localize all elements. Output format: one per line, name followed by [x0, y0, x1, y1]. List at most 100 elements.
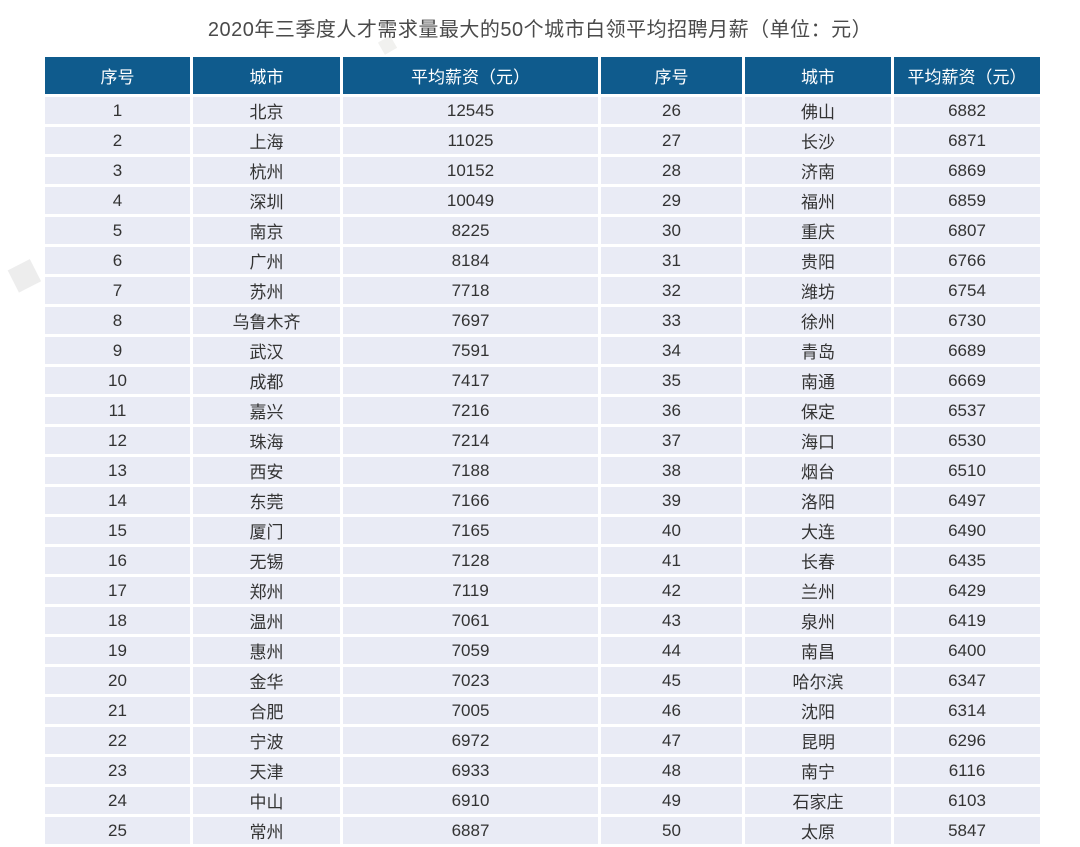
table-row: 18 温州 7061 43 泉州 6419: [45, 607, 1040, 634]
rank-cell-left: 5: [45, 217, 190, 244]
city-cell-left: 郑州: [193, 577, 340, 604]
rank-cell-right: 39: [601, 487, 742, 514]
salary-cell-left: 7697: [343, 307, 598, 334]
rank-cell-left: 11: [45, 397, 190, 424]
city-cell-right: 石家庄: [745, 787, 891, 814]
table-row: 4 深圳 10049 29 福州 6859: [45, 187, 1040, 214]
rank-cell-left: 18: [45, 607, 190, 634]
table-row: 8 乌鲁木齐 7697 33 徐州 6730: [45, 307, 1040, 334]
city-cell-right: 重庆: [745, 217, 891, 244]
city-cell-right: 洛阳: [745, 487, 891, 514]
city-cell-left: 嘉兴: [193, 397, 340, 424]
salary-cell-right: 6669: [894, 367, 1040, 394]
salary-cell-right: 6435: [894, 547, 1040, 574]
city-cell-left: 惠州: [193, 637, 340, 664]
table-row: 9 武汉 7591 34 青岛 6689: [45, 337, 1040, 364]
salary-cell-right: 6754: [894, 277, 1040, 304]
page-title: 2020年三季度人才需求量最大的50个城市白领平均招聘月薪（单位：元）: [207, 19, 873, 41]
city-cell-right: 昆明: [745, 727, 891, 754]
salary-cell-right: 6530: [894, 427, 1040, 454]
city-cell-left: 珠海: [193, 427, 340, 454]
city-cell-right: 长春: [745, 547, 891, 574]
table-row: 1 北京 12545 26 佛山 6882: [45, 97, 1040, 124]
salary-cell-left: 6887: [343, 817, 598, 844]
rank-cell-right: 28: [601, 157, 742, 184]
salary-cell-left: 6933: [343, 757, 598, 784]
city-cell-left: 上海: [193, 127, 340, 154]
city-cell-right: 泉州: [745, 607, 891, 634]
rank-cell-right: 30: [601, 217, 742, 244]
table-row: 5 南京 8225 30 重庆 6807: [45, 217, 1040, 244]
salary-cell-left: 7005: [343, 697, 598, 724]
table-row: 23 天津 6933 48 南宁 6116: [45, 757, 1040, 784]
city-cell-left: 合肥: [193, 697, 340, 724]
city-cell-right: 南昌: [745, 637, 891, 664]
salary-cell-left: 7216: [343, 397, 598, 424]
rank-cell-right: 27: [601, 127, 742, 154]
table-row: 11 嘉兴 7216 36 保定 6537: [45, 397, 1040, 424]
rank-cell-left: 24: [45, 787, 190, 814]
table-row: 3 杭州 10152 28 济南 6869: [45, 157, 1040, 184]
rank-cell-right: 44: [601, 637, 742, 664]
city-cell-right: 兰州: [745, 577, 891, 604]
salary-cell-right: 6314: [894, 697, 1040, 724]
salary-cell-right: 6807: [894, 217, 1040, 244]
rank-cell-left: 1: [45, 97, 190, 124]
salary-cell-right: 6419: [894, 607, 1040, 634]
column-header-city-right: 城市: [745, 57, 891, 94]
rank-cell-right: 31: [601, 247, 742, 274]
table-row: 15 厦门 7165 40 大连 6490: [45, 517, 1040, 544]
rank-cell-right: 37: [601, 427, 742, 454]
salary-cell-right: 6103: [894, 787, 1040, 814]
city-cell-right: 大连: [745, 517, 891, 544]
city-cell-left: 乌鲁木齐: [193, 307, 340, 334]
column-header-rank-left: 序号: [45, 57, 190, 94]
rank-cell-right: 33: [601, 307, 742, 334]
city-cell-left: 广州: [193, 247, 340, 274]
salary-cell-left: 7119: [343, 577, 598, 604]
city-cell-right: 贵阳: [745, 247, 891, 274]
table-row: 20 金华 7023 45 哈尔滨 6347: [45, 667, 1040, 694]
city-cell-left: 天津: [193, 757, 340, 784]
salary-cell-right: 6537: [894, 397, 1040, 424]
city-cell-left: 成都: [193, 367, 340, 394]
city-cell-left: 东莞: [193, 487, 340, 514]
rank-cell-left: 19: [45, 637, 190, 664]
salary-cell-left: 12545: [343, 97, 598, 124]
header-row: 序号 城市 平均薪资（元） 序号 城市 平均薪资（元）: [45, 57, 1040, 94]
city-cell-right: 南宁: [745, 757, 891, 784]
rank-cell-right: 48: [601, 757, 742, 784]
city-cell-left: 常州: [193, 817, 340, 844]
salary-cell-right: 6400: [894, 637, 1040, 664]
rank-cell-right: 40: [601, 517, 742, 544]
salary-cell-left: 10049: [343, 187, 598, 214]
column-header-rank-right: 序号: [601, 57, 742, 94]
salary-cell-right: 6871: [894, 127, 1040, 154]
salary-cell-left: 7059: [343, 637, 598, 664]
table-row: 21 合肥 7005 46 沈阳 6314: [45, 697, 1040, 724]
salary-cell-left: 7023: [343, 667, 598, 694]
table-row: 22 宁波 6972 47 昆明 6296: [45, 727, 1040, 754]
rank-cell-right: 50: [601, 817, 742, 844]
rank-cell-left: 6: [45, 247, 190, 274]
city-cell-right: 徐州: [745, 307, 891, 334]
rank-cell-right: 26: [601, 97, 742, 124]
city-cell-right: 保定: [745, 397, 891, 424]
salary-cell-left: 7128: [343, 547, 598, 574]
salary-cell-left: 7591: [343, 337, 598, 364]
salary-cell-left: 8225: [343, 217, 598, 244]
city-cell-right: 佛山: [745, 97, 891, 124]
rank-cell-left: 8: [45, 307, 190, 334]
rank-cell-right: 45: [601, 667, 742, 694]
rank-cell-left: 20: [45, 667, 190, 694]
salary-cell-right: 6116: [894, 757, 1040, 784]
table-row: 7 苏州 7718 32 潍坊 6754: [45, 277, 1040, 304]
salary-cell-right: 6730: [894, 307, 1040, 334]
salary-cell-right: 6689: [894, 337, 1040, 364]
table-row: 17 郑州 7119 42 兰州 6429: [45, 577, 1040, 604]
rank-cell-left: 23: [45, 757, 190, 784]
salary-cell-right: 5847: [894, 817, 1040, 844]
rank-cell-left: 17: [45, 577, 190, 604]
rank-cell-right: 36: [601, 397, 742, 424]
salary-cell-left: 7417: [343, 367, 598, 394]
